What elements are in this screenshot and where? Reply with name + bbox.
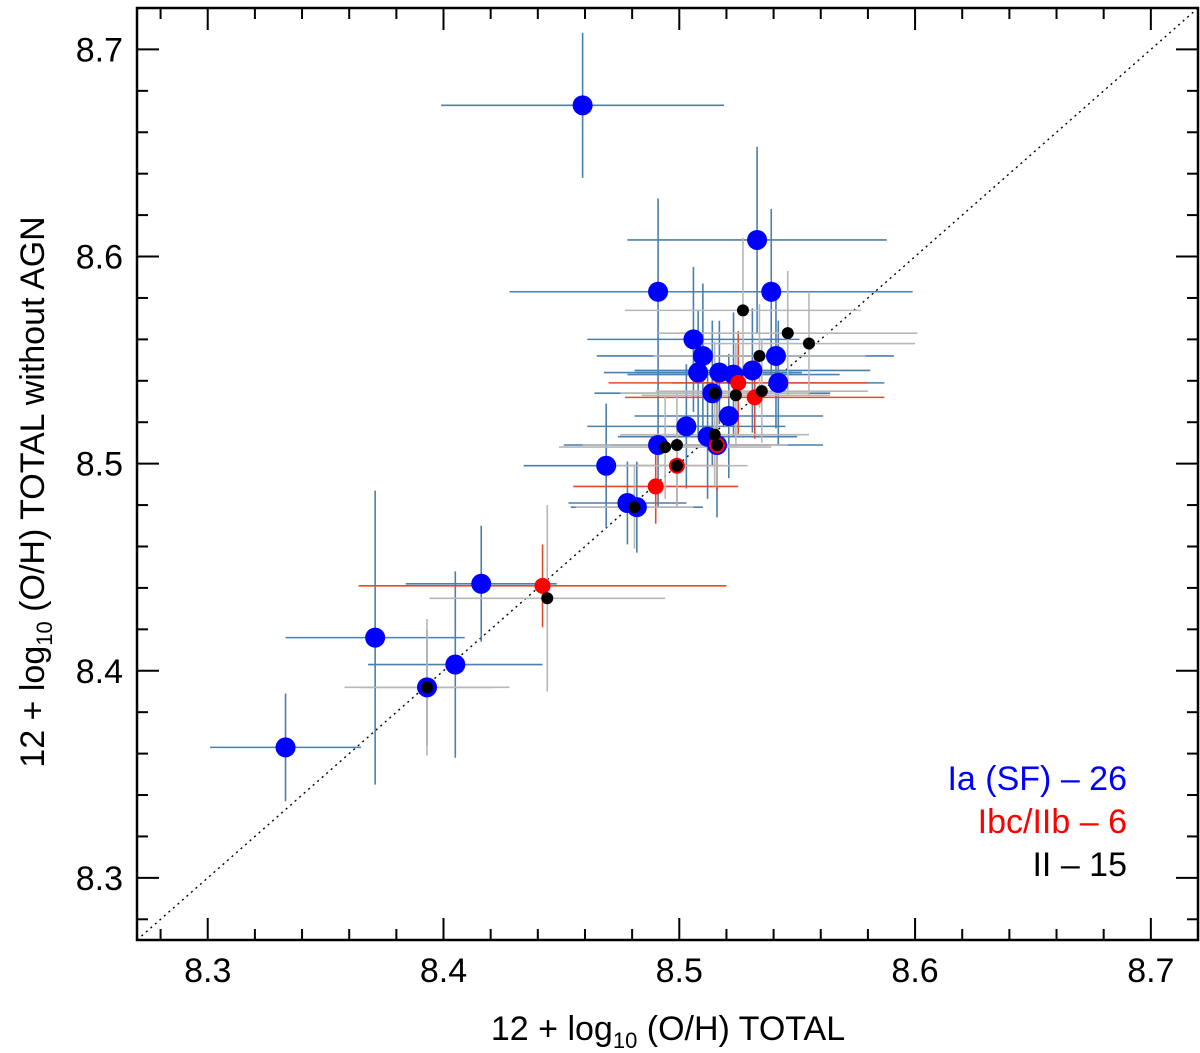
data-point-ii: [670, 439, 683, 452]
y-tick-label: 8.3: [76, 860, 123, 898]
data-point-ia-sf: [683, 329, 704, 350]
data-point-ia-sf: [676, 416, 697, 437]
data-point-ii: [541, 592, 554, 605]
data-point-ia-sf: [768, 372, 789, 393]
y-tick-label: 8.7: [76, 31, 123, 69]
y-tick-label: 8.6: [76, 239, 123, 277]
data-point-ii: [802, 337, 815, 350]
data-point-ii: [753, 349, 766, 362]
x-tick-label: 8.3: [184, 952, 231, 990]
data-point-ia-sf: [572, 95, 593, 116]
data-point-ia-sf: [742, 360, 763, 381]
data-point-ia-sf: [275, 737, 296, 758]
data-point-ibc-iib: [647, 478, 664, 495]
y-axis-title: 12 + log10 (O/H) TOTAL without AGN: [14, 216, 57, 767]
data-point-ia-sf: [709, 362, 730, 383]
one-to-one-line: [136, 7, 1199, 941]
data-point-ia-sf: [365, 627, 386, 648]
x-tick-label: 8.5: [656, 952, 703, 990]
data-point-ii: [628, 501, 641, 514]
x-tick-label: 8.4: [420, 952, 467, 990]
data-points-layer: [275, 95, 815, 758]
y-tick-label: 8.5: [76, 446, 123, 484]
data-point-ii: [670, 459, 683, 472]
data-point-ii: [736, 304, 749, 317]
data-point-ii: [781, 327, 794, 340]
data-point-ia-sf: [648, 281, 669, 302]
y-tick-label: 8.4: [76, 653, 123, 691]
data-point-ia-sf: [747, 229, 768, 250]
one-to-one-line-layer: [136, 7, 1199, 941]
axis-ticks: [137, 7, 1199, 940]
data-point-ii: [729, 389, 742, 402]
x-tick-label: 8.7: [1127, 952, 1174, 990]
data-point-ibc-iib: [730, 374, 747, 391]
data-point-ibc-iib: [534, 577, 551, 594]
plot-frame: [135, 6, 1200, 942]
data-point-ia-sf: [761, 281, 782, 302]
legend-entry-ibc-iib: Ibc/IIb – 6: [978, 803, 1127, 841]
data-point-ia-sf: [596, 455, 617, 476]
error-bars-layer: [210, 32, 918, 802]
data-point-ia-sf: [471, 573, 492, 594]
data-point-ia-sf: [765, 345, 786, 366]
data-point-ia-sf: [692, 345, 713, 366]
data-point-ia-sf: [718, 406, 739, 427]
legend-entry-ii: II – 15: [1032, 846, 1127, 884]
data-point-ia-sf: [445, 654, 466, 675]
data-point-ii: [708, 387, 721, 400]
data-point-ii: [659, 441, 672, 454]
legend-entry-ia-sf: Ia (SF) – 26: [947, 760, 1127, 798]
legend: Ia (SF) – 26 Ibc/IIb – 6 II – 15: [947, 760, 1127, 884]
tick-labels: 8.3 8.4 8.5 8.6 8.7 8.3 8.4 8.5 8.6 8.7: [76, 31, 1175, 990]
data-point-ii: [421, 681, 434, 694]
data-point-ii: [711, 439, 724, 452]
data-point-ia-sf: [688, 362, 709, 383]
x-axis-title: 12 + log10 (O/H) TOTAL: [491, 1010, 845, 1053]
x-tick-label: 8.6: [891, 952, 938, 990]
data-point-ii: [708, 428, 721, 441]
data-point-ii: [755, 385, 768, 398]
